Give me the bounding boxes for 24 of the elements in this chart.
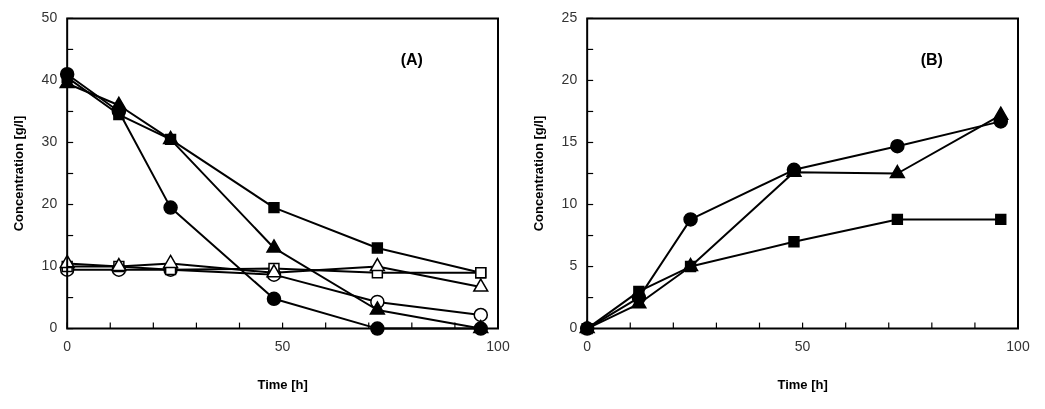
x-tick-label: 0 xyxy=(583,337,592,354)
y-tick-label: 30 xyxy=(41,133,58,150)
y-tick-label: 5 xyxy=(569,257,578,274)
x-axis-title: Time [h] xyxy=(777,376,828,392)
annotation: (B) xyxy=(920,50,943,68)
y-tick-label: 50 xyxy=(41,9,58,26)
y-tick-label: 0 xyxy=(569,319,578,336)
y-tick-label: 40 xyxy=(41,71,58,88)
x-tick-label: 100 xyxy=(486,337,510,354)
x-axis-title: Time [h] xyxy=(257,376,308,392)
y-tick-label: 0 xyxy=(49,319,58,336)
y-tick-label: 15 xyxy=(561,133,578,150)
y-tick-label: 10 xyxy=(561,195,578,212)
y-axis-title: Concentration [g/l] xyxy=(11,115,27,232)
annotation: (A) xyxy=(400,50,423,68)
x-tick-label: 50 xyxy=(274,337,291,354)
x-tick-label: 0 xyxy=(63,337,72,354)
y-tick-label: 10 xyxy=(41,257,58,274)
y-axis-title: Concentration [g/l] xyxy=(531,115,547,232)
y-tick-label: 25 xyxy=(561,9,578,26)
x-tick-label: 50 xyxy=(794,337,811,354)
y-tick-label: 20 xyxy=(561,71,578,88)
x-tick-label: 100 xyxy=(1006,337,1030,354)
y-tick-label: 20 xyxy=(41,195,58,212)
